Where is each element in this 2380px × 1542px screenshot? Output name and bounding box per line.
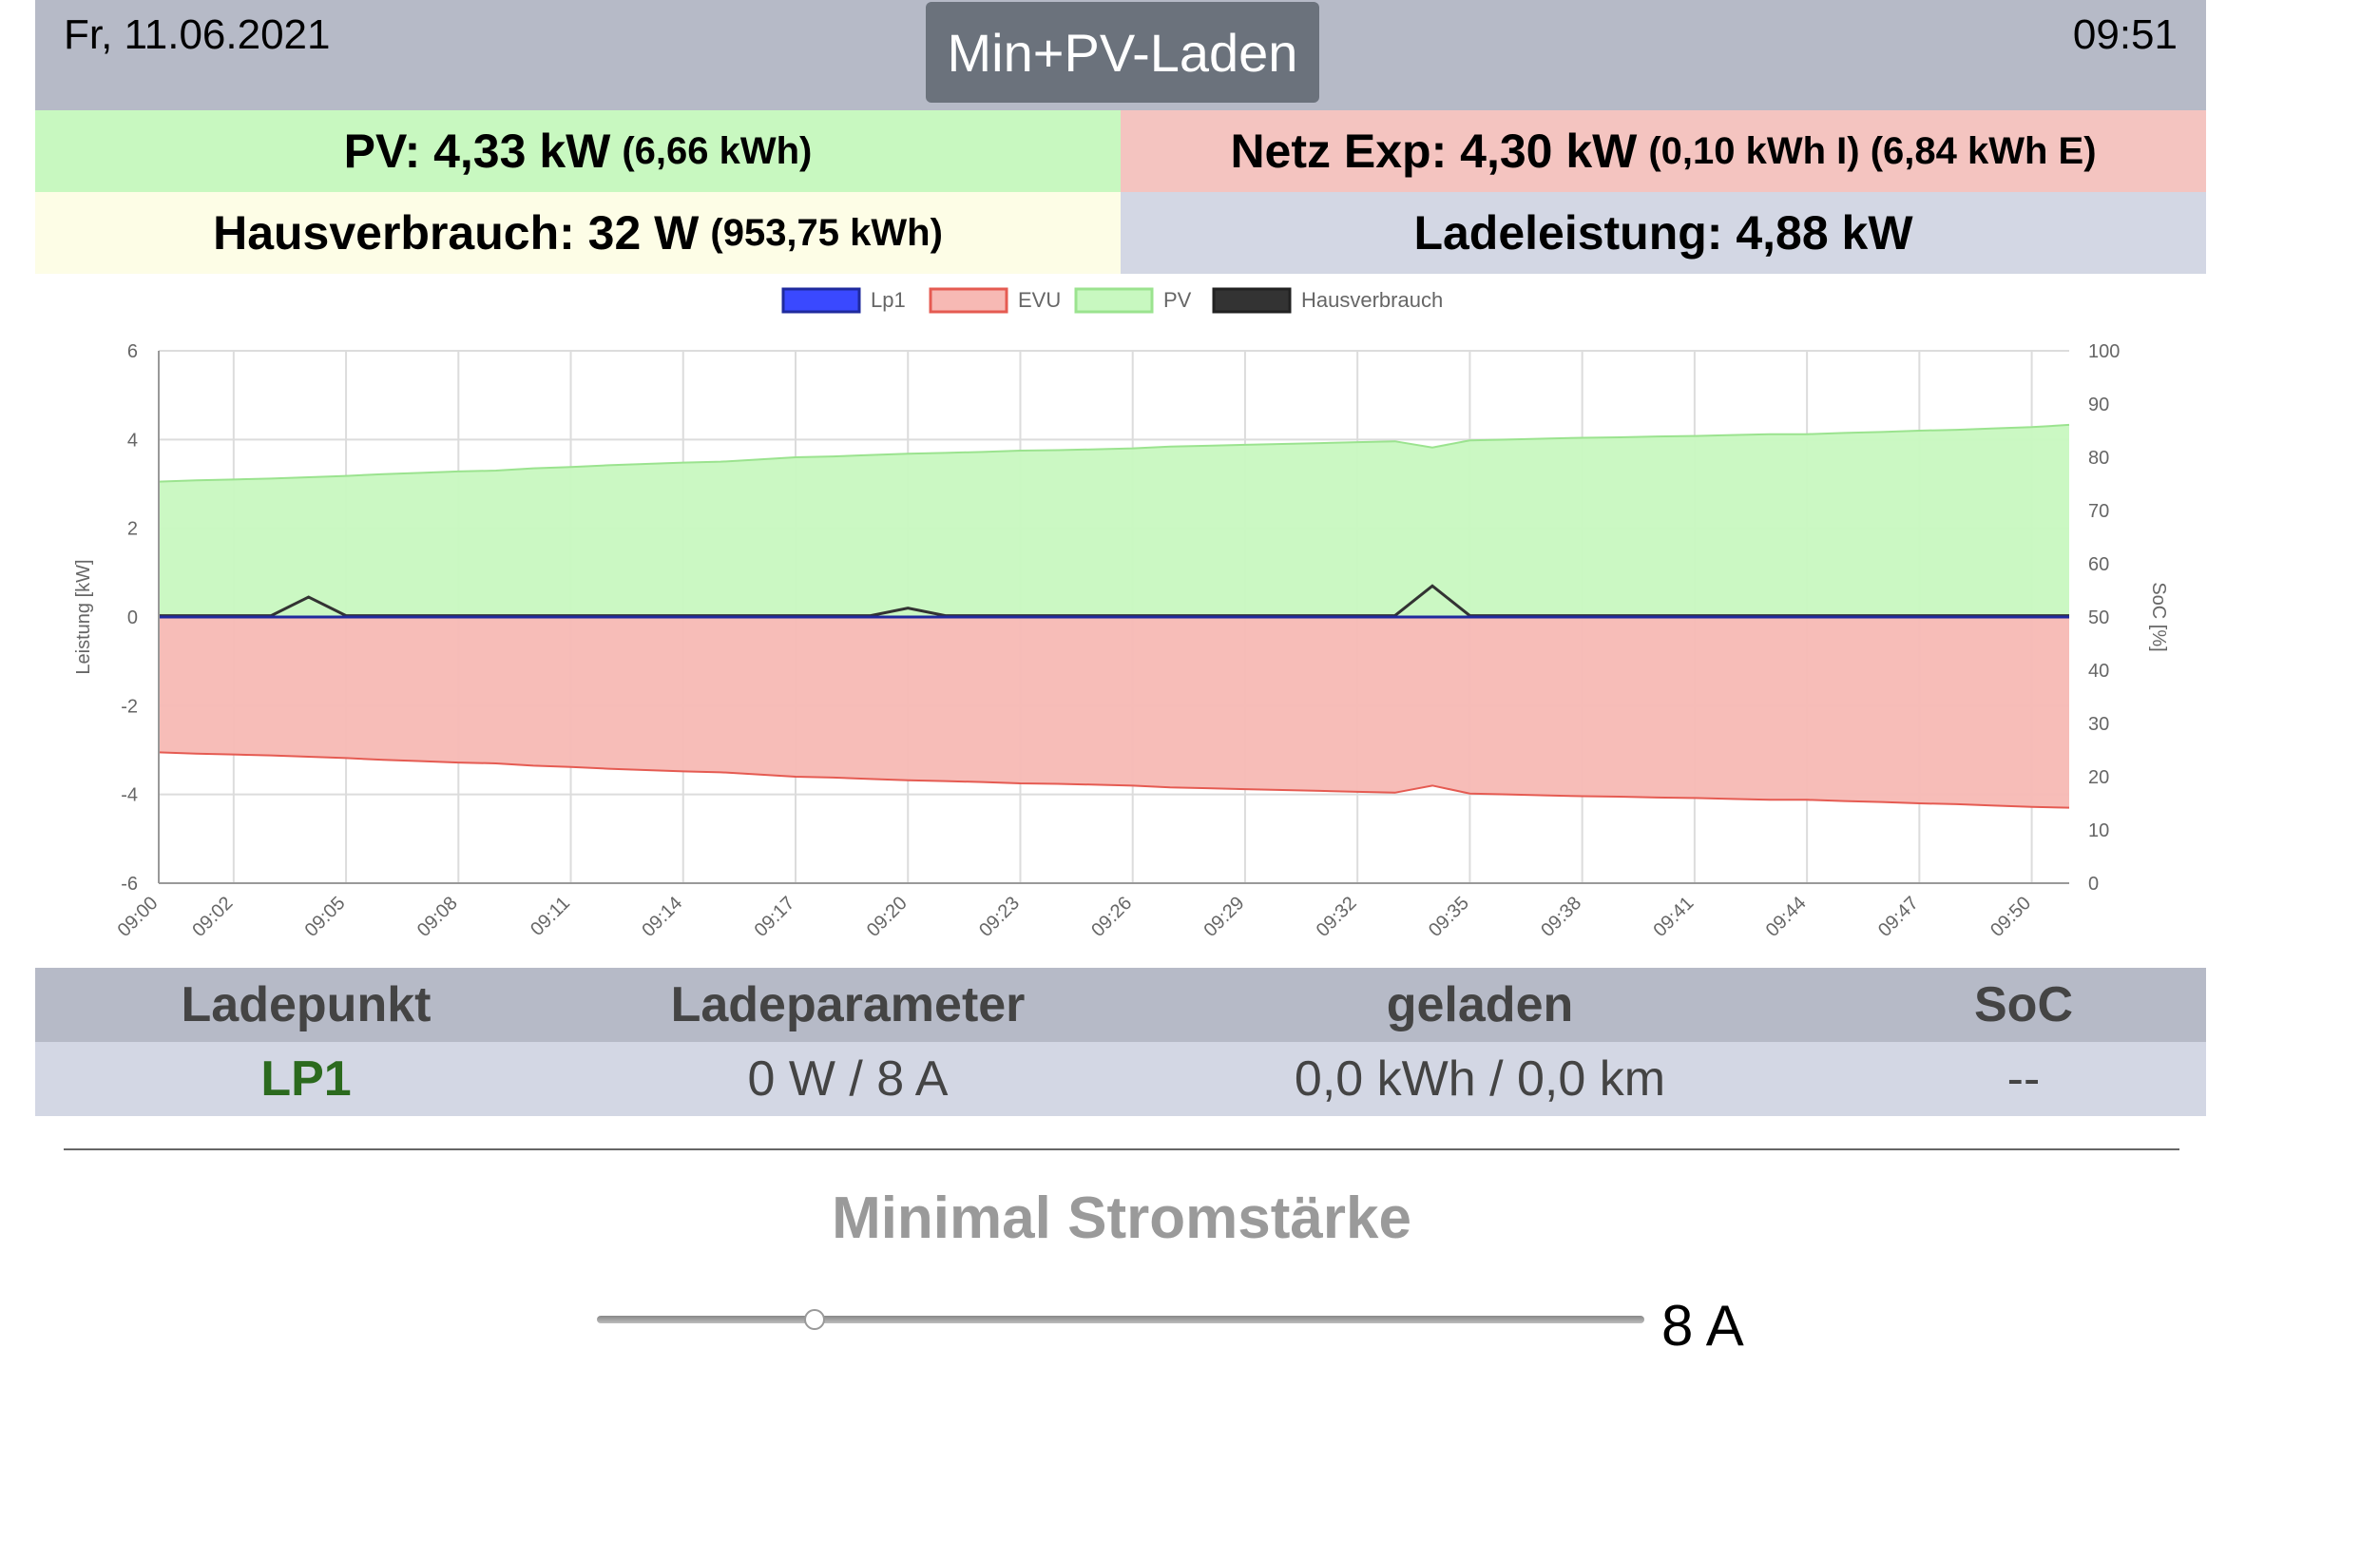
- legend-swatch-evu: [929, 287, 1008, 314]
- x-tick-label: 09:02: [188, 893, 237, 941]
- header-geladen: geladen: [1386, 977, 1574, 1032]
- legend-swatch-hausverbrauch: [1212, 287, 1292, 314]
- y-tick-label: -2: [121, 696, 138, 717]
- x-tick-label: 09:14: [638, 893, 686, 941]
- x-tick-label: 09:50: [1987, 893, 2035, 941]
- min-current-title: Minimal Stromstärke: [832, 1185, 1411, 1251]
- y-tick-label: 0: [127, 607, 138, 628]
- y2-tick-label: 0: [2088, 874, 2099, 895]
- house-energy: (953,75 kWh): [710, 211, 943, 254]
- x-tick-label: 09:32: [1313, 893, 1361, 941]
- chargepoint-name[interactable]: LP1: [260, 1051, 352, 1107]
- top-bar: Fr, 11.06.2021 Min+PV-Laden 09:51: [35, 0, 2206, 110]
- x-tick-label: 09:00: [114, 893, 163, 941]
- x-tick-label: 09:38: [1537, 893, 1585, 941]
- header-soc: SoC: [1974, 977, 2073, 1032]
- header-ladeparameter: Ladeparameter: [670, 977, 1026, 1032]
- power-chart: 6 4 2 0 -2 -4 -6 100 90 80 70 60 50 40 30 20 10 0 09:00 09:…: [35, 274, 2206, 968]
- y2-tick-label: 80: [2088, 448, 2109, 469]
- x-tick-label: 09:44: [1762, 893, 1811, 941]
- grid-export-stat: Netz Exp: 4,30 kW (0,10 kWh I) (6,84 kWh…: [1121, 110, 2206, 192]
- table-row[interactable]: LP1 0 W / 8 A 0,0 kWh / 0,0 km --: [35, 1042, 2206, 1116]
- house-consumption-stat: Hausverbrauch: 32 W (953,75 kWh): [35, 192, 1121, 274]
- min-current-slider-track[interactable]: [597, 1316, 1644, 1323]
- x-tick-label: 09:41: [1649, 893, 1698, 941]
- house-power: Hausverbrauch: 32 W: [213, 206, 700, 260]
- pv-line: [158, 423, 2070, 483]
- time-display: 09:51: [2072, 11, 2178, 58]
- x-tick-label: 09:23: [975, 893, 1024, 941]
- evu-line: [158, 751, 2070, 809]
- date-display: Fr, 11.06.2021: [64, 11, 331, 58]
- legend-label-hausverbrauch: Hausverbrauch: [1301, 288, 1443, 312]
- legend-label-lp1: Lp1: [871, 288, 906, 312]
- min-current-slider-thumb[interactable]: [804, 1309, 825, 1330]
- y2-tick-label: 70: [2088, 501, 2109, 522]
- legend-swatch-lp1: [781, 287, 861, 314]
- y2-tick-label: 90: [2088, 395, 2109, 415]
- x-tick-label: 09:08: [413, 893, 462, 941]
- charging-power-stat: Ladeleistung: 4,88 kW: [1121, 192, 2206, 274]
- app-container: Fr, 11.06.2021 Min+PV-Laden 09:51 PV: 4,…: [35, 0, 2206, 1116]
- stats-grid: PV: 4,33 kW (6,66 kWh) Netz Exp: 4,30 kW…: [35, 110, 2206, 274]
- section-divider: [64, 1148, 2179, 1150]
- legend-label-pv: PV: [1163, 288, 1192, 312]
- pv-area: [159, 424, 2069, 617]
- x-tick-label: 09:47: [1874, 893, 1923, 941]
- x-tick-label: 09:11: [527, 893, 574, 940]
- y-tick-label: 4: [127, 430, 138, 451]
- legend-label-evu: EVU: [1018, 288, 1061, 312]
- charging-power: Ladeleistung: 4,88 kW: [1413, 206, 1913, 260]
- charged-amount: 0,0 kWh / 0,0 km: [1294, 1051, 1666, 1107]
- evu-area: [159, 617, 2069, 808]
- table-header: Ladepunkt Ladeparameter geladen SoC: [35, 968, 2206, 1042]
- min-current-value: 8 A: [1661, 1294, 1744, 1358]
- y-tick-label: 2: [127, 519, 138, 540]
- x-tick-label: 09:26: [1087, 893, 1136, 941]
- chargepoint-table: Ladepunkt Ladeparameter geladen SoC LP1 …: [35, 968, 2206, 1116]
- x-tick-label: 09:20: [863, 893, 912, 941]
- x-tick-label: 09:29: [1200, 893, 1249, 941]
- x-tick-label: 09:17: [751, 893, 799, 941]
- y2-tick-label: 20: [2088, 767, 2109, 788]
- y2-tick-label: 50: [2088, 607, 2109, 628]
- header-ladepunkt: Ladepunkt: [181, 977, 432, 1032]
- y-tick-label: -4: [121, 785, 138, 806]
- charge-parameters: 0 W / 8 A: [747, 1051, 949, 1107]
- pv-power: PV: 4,33 kW: [343, 125, 611, 178]
- y2-tick-label: 40: [2088, 661, 2109, 682]
- y-tick-label: 6: [127, 341, 138, 362]
- y-tick-label: -6: [121, 874, 138, 895]
- y2-tick-label: 100: [2088, 341, 2120, 362]
- charge-mode-button[interactable]: Min+PV-Laden: [926, 2, 1319, 103]
- pv-stat: PV: 4,33 kW (6,66 kWh): [35, 110, 1121, 192]
- y-axis-title: Leistung [kW]: [73, 559, 94, 674]
- y2-axis-title: SoC [%]: [2148, 582, 2169, 651]
- soc-value: --: [2006, 1051, 2041, 1107]
- grid-energy: (0,10 kWh I) (6,84 kWh E): [1648, 129, 2097, 172]
- pv-energy: (6,66 kWh): [622, 129, 813, 172]
- x-tick-label: 09:05: [301, 893, 350, 941]
- grid-export-power: Netz Exp: 4,30 kW: [1230, 125, 1638, 178]
- y2-tick-label: 30: [2088, 714, 2109, 735]
- legend-swatch-pv: [1074, 287, 1154, 314]
- y2-tick-label: 60: [2088, 554, 2109, 575]
- y2-tick-label: 10: [2088, 820, 2109, 841]
- x-tick-label: 09:35: [1425, 893, 1473, 941]
